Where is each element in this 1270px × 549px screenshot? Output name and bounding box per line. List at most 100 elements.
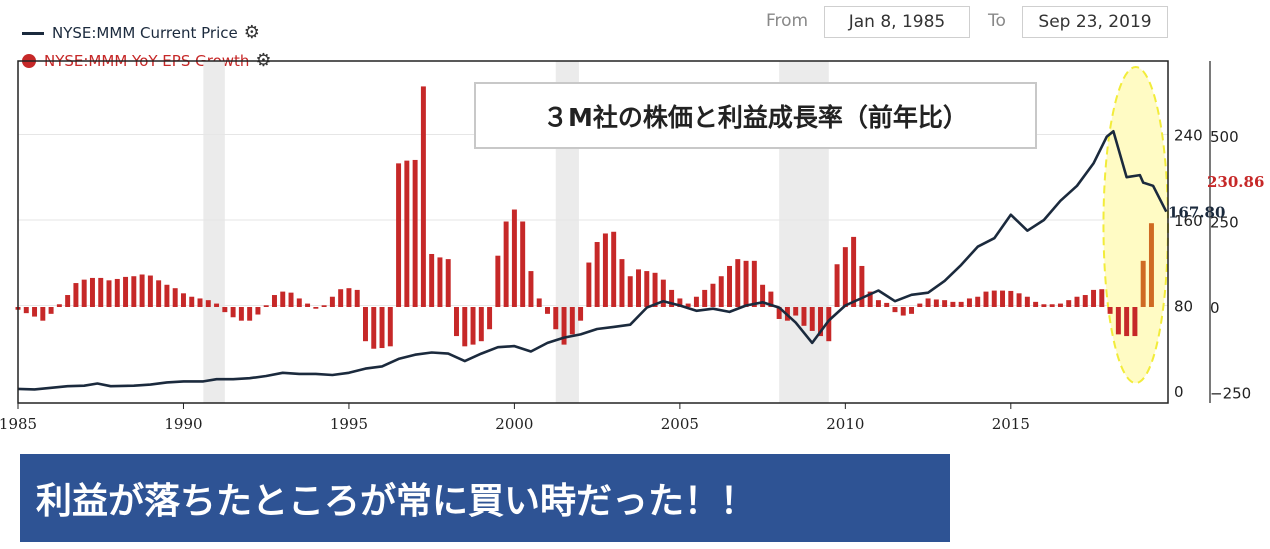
- eps-bar: [387, 307, 393, 347]
- eps-bar: [942, 300, 948, 307]
- eps-bar: [685, 303, 691, 307]
- eps-bar: [545, 307, 550, 314]
- eps-bar: [602, 233, 608, 307]
- eps-bar: [495, 255, 501, 307]
- eps-bar: [528, 271, 534, 307]
- eps-bar: [1082, 295, 1088, 307]
- eps-bar: [48, 307, 54, 314]
- caption-banner: 利益が落ちたところが常に買い時だった！！: [20, 454, 950, 542]
- eps-bar: [1115, 307, 1121, 335]
- eps-bar: [1107, 307, 1113, 314]
- legend-price[interactable]: NYSE:MMM Current Price ⚙: [22, 24, 260, 42]
- eps-bar: [594, 242, 600, 307]
- eps-bar: [735, 259, 741, 307]
- eps-bar: [321, 305, 327, 307]
- eps-bar: [718, 276, 724, 307]
- eps-bar: [826, 307, 832, 342]
- eps-bar: [586, 262, 592, 307]
- from-label: From: [766, 11, 809, 31]
- eps-bar: [925, 298, 931, 307]
- eps-bar: [743, 260, 749, 307]
- eps-bar: [65, 295, 71, 307]
- right-axis-tick-label: 250: [1210, 214, 1239, 232]
- eps-bar: [420, 86, 426, 307]
- eps-bar: [114, 278, 120, 307]
- eps-bar: [263, 305, 269, 307]
- eps-bar: [1024, 296, 1030, 307]
- eps-bar: [619, 259, 625, 307]
- left-axis-tick-label: 240: [1174, 127, 1203, 145]
- eps-bar: [98, 277, 104, 307]
- eps-bar: [40, 307, 46, 321]
- eps-bar: [933, 299, 939, 307]
- eps-bar: [834, 264, 840, 307]
- eps-bar: [437, 257, 443, 307]
- eps-bar: [1041, 304, 1047, 307]
- eps-bar: [32, 307, 38, 317]
- eps-bar: [1132, 307, 1138, 337]
- eps-bar: [1016, 293, 1022, 307]
- eps-bar: [106, 280, 112, 307]
- eps-bar: [379, 307, 385, 349]
- to-date-input[interactable]: Sep 23, 2019: [1022, 6, 1168, 38]
- eps-bar: [966, 298, 972, 307]
- eps-bar: [131, 276, 137, 307]
- left-axis-tick-label: 160: [1174, 212, 1203, 230]
- eps-bar: [884, 302, 890, 307]
- eps-bar: [1124, 307, 1130, 337]
- eps-bar: [222, 307, 228, 313]
- eps-bar: [280, 291, 286, 307]
- eps-bar: [205, 300, 211, 307]
- eps-bar: [983, 291, 989, 307]
- right-axis-tick-label: 500: [1210, 128, 1239, 146]
- eps-bar: [271, 295, 277, 307]
- eps-bar: [991, 290, 997, 307]
- eps-bar: [255, 307, 261, 315]
- eps-bar: [958, 301, 964, 307]
- eps-bar: [313, 307, 319, 309]
- x-tick-label: 2015: [992, 415, 1030, 433]
- eps-bar: [230, 307, 236, 318]
- eps-bar: [867, 291, 873, 307]
- eps-bar: [561, 307, 567, 345]
- eps-bar: [354, 289, 360, 307]
- eps-bar: [702, 289, 708, 307]
- eps-bar: [644, 271, 650, 307]
- from-date-input[interactable]: Jan 8, 1985: [824, 6, 970, 38]
- eps-bar: [851, 236, 857, 307]
- eps-bar: [147, 275, 153, 307]
- eps-bar: [1033, 301, 1039, 307]
- eps-bar: [660, 279, 666, 307]
- gear-icon[interactable]: ⚙: [243, 22, 260, 43]
- current-eps-label: 230.86: [1207, 173, 1264, 191]
- to-label: To: [988, 11, 1006, 31]
- eps-bar: [305, 303, 311, 307]
- eps-bar: [487, 307, 493, 330]
- legend-price-swatch: [22, 31, 44, 35]
- eps-bar: [950, 301, 956, 307]
- eps-bar: [445, 259, 451, 307]
- eps-bar: [189, 296, 195, 307]
- eps-bar: [363, 307, 368, 342]
- eps-bar: [1000, 290, 1006, 307]
- eps-bar: [776, 307, 782, 319]
- eps-bar: [396, 163, 402, 307]
- eps-bar: [975, 296, 981, 307]
- eps-bar: [470, 307, 476, 345]
- eps-bar: [793, 307, 799, 316]
- plot-frame: [17, 60, 1169, 404]
- eps-bar: [520, 221, 526, 307]
- eps-bar: [346, 288, 352, 307]
- eps-bar: [569, 307, 575, 335]
- eps-bar: [23, 307, 29, 314]
- eps-bar: [81, 279, 87, 307]
- eps-bar: [677, 298, 683, 307]
- eps-bar: [669, 289, 675, 307]
- eps-bar: [180, 293, 186, 307]
- eps-bar: [710, 283, 716, 307]
- recession-band: [203, 61, 225, 403]
- eps-bar: [727, 265, 732, 307]
- current-price-label: 167.80: [1168, 204, 1225, 222]
- eps-bar: [1057, 303, 1063, 307]
- eps-bar: [751, 260, 757, 307]
